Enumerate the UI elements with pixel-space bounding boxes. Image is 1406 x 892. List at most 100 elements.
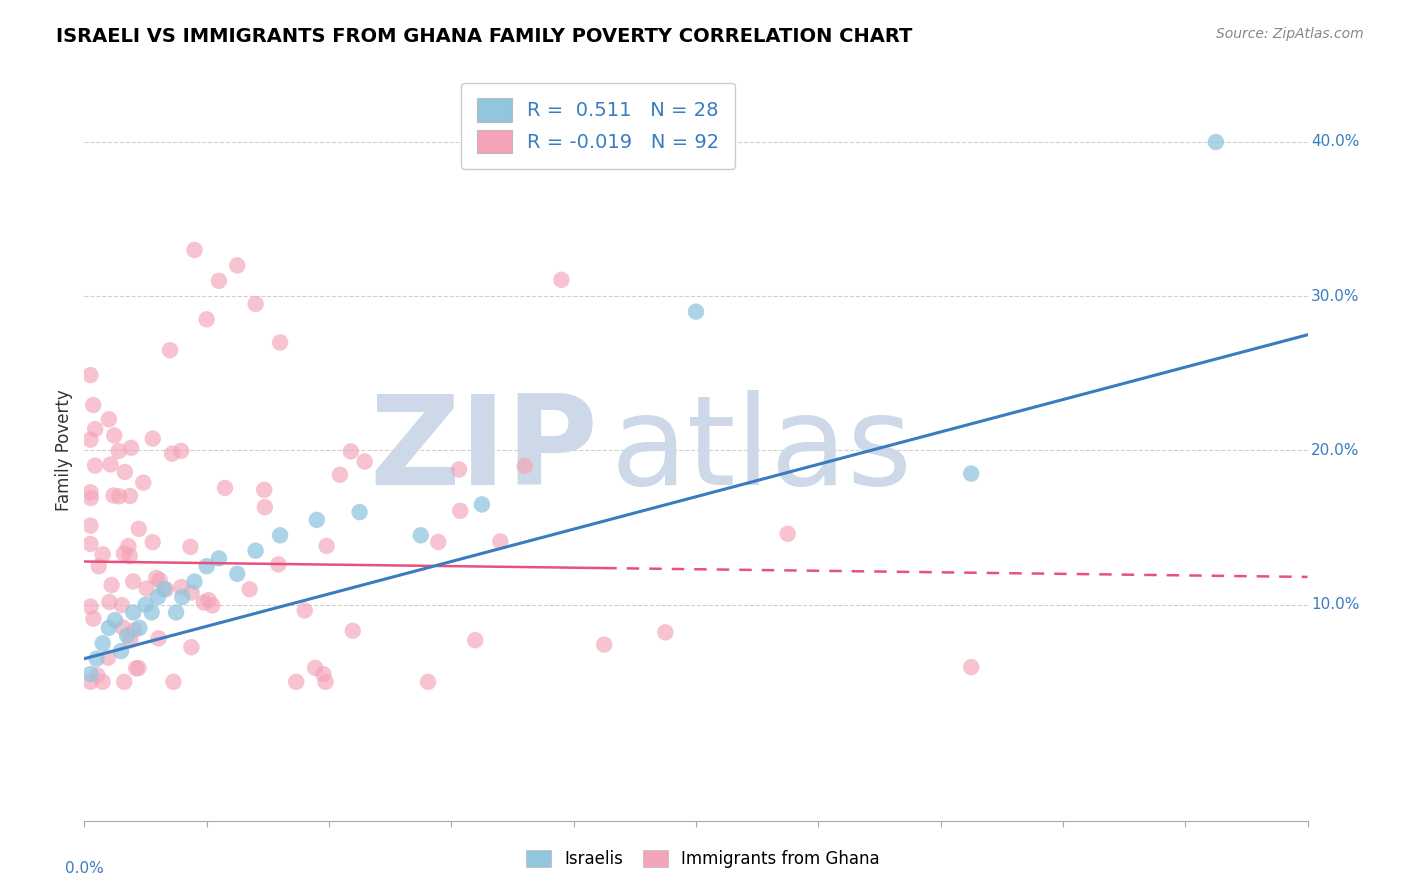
Point <box>513 458 536 473</box>
Point <box>208 274 231 288</box>
Point <box>128 522 150 536</box>
Point <box>449 504 471 518</box>
Point <box>135 582 157 596</box>
Point <box>79 674 101 689</box>
Point <box>79 485 101 500</box>
Point <box>245 297 267 311</box>
Point <box>91 547 114 561</box>
Point <box>776 526 799 541</box>
Point <box>193 595 215 609</box>
Point <box>103 428 125 442</box>
Point <box>84 422 107 436</box>
Point <box>226 259 249 273</box>
Point <box>464 633 486 648</box>
Point <box>183 574 205 589</box>
Legend: R =  0.511   N = 28, R = -0.019   N = 92: R = 0.511 N = 28, R = -0.019 N = 92 <box>461 83 735 169</box>
Point <box>97 412 120 426</box>
Text: 30.0%: 30.0% <box>1312 289 1360 303</box>
Point <box>141 606 163 620</box>
Point <box>112 547 135 561</box>
Point <box>80 491 103 505</box>
Point <box>654 625 676 640</box>
Point <box>115 628 138 642</box>
Point <box>471 498 494 512</box>
Point <box>226 566 249 581</box>
Point <box>122 624 145 638</box>
Point <box>304 661 326 675</box>
Point <box>118 489 141 503</box>
Point <box>427 535 450 549</box>
Point <box>449 462 471 476</box>
Text: 0.0%: 0.0% <box>65 862 104 876</box>
Point <box>149 573 172 587</box>
Point <box>294 603 316 617</box>
Point <box>91 636 114 650</box>
Point <box>110 644 132 658</box>
Point <box>253 500 276 515</box>
Point <box>79 599 101 614</box>
Point <box>122 574 145 589</box>
Point <box>100 578 122 592</box>
Point <box>315 539 337 553</box>
Text: Source: ZipAtlas.com: Source: ZipAtlas.com <box>1216 27 1364 41</box>
Point <box>180 640 202 655</box>
Text: ISRAELI VS IMMIGRANTS FROM GHANA FAMILY POVERTY CORRELATION CHART: ISRAELI VS IMMIGRANTS FROM GHANA FAMILY … <box>56 27 912 45</box>
Point <box>267 558 290 572</box>
Point <box>146 590 169 604</box>
Point <box>125 661 148 675</box>
Point <box>98 595 121 609</box>
Point <box>253 483 276 497</box>
Point <box>172 590 194 604</box>
Point <box>120 441 142 455</box>
Point <box>960 467 983 481</box>
Point <box>100 458 122 472</box>
Point <box>285 674 308 689</box>
Point <box>208 551 231 566</box>
Point <box>315 674 337 689</box>
Point <box>135 598 157 612</box>
Point <box>104 613 127 627</box>
Point <box>86 651 108 665</box>
Point <box>127 661 149 675</box>
Text: 10.0%: 10.0% <box>1312 598 1360 612</box>
Point <box>183 243 205 257</box>
Point <box>349 505 371 519</box>
Point <box>340 444 363 458</box>
Point <box>79 433 101 447</box>
Point <box>91 674 114 689</box>
Point <box>111 620 134 634</box>
Point <box>162 674 184 689</box>
Point <box>179 540 201 554</box>
Point <box>142 432 165 446</box>
Point <box>170 444 193 458</box>
Point <box>111 598 134 612</box>
Point <box>132 475 155 490</box>
Point <box>960 660 983 674</box>
Point <box>197 593 219 607</box>
Point <box>142 535 165 549</box>
Point <box>416 674 439 689</box>
Text: ZIP: ZIP <box>370 390 598 511</box>
Point <box>160 447 183 461</box>
Point <box>550 273 572 287</box>
Text: 20.0%: 20.0% <box>1312 443 1360 458</box>
Point <box>342 624 364 638</box>
Point <box>165 606 187 620</box>
Point <box>1205 135 1227 149</box>
Y-axis label: Family Poverty: Family Poverty <box>55 390 73 511</box>
Point <box>82 612 104 626</box>
Point <box>305 513 328 527</box>
Point <box>312 667 335 681</box>
Point <box>107 444 129 458</box>
Point <box>214 481 236 495</box>
Point <box>79 667 101 681</box>
Point <box>201 599 224 613</box>
Point <box>97 621 120 635</box>
Point <box>180 585 202 599</box>
Point <box>593 638 616 652</box>
Point <box>329 467 352 482</box>
Point <box>409 528 432 542</box>
Point <box>148 632 170 646</box>
Point <box>82 398 104 412</box>
Point <box>145 571 167 585</box>
